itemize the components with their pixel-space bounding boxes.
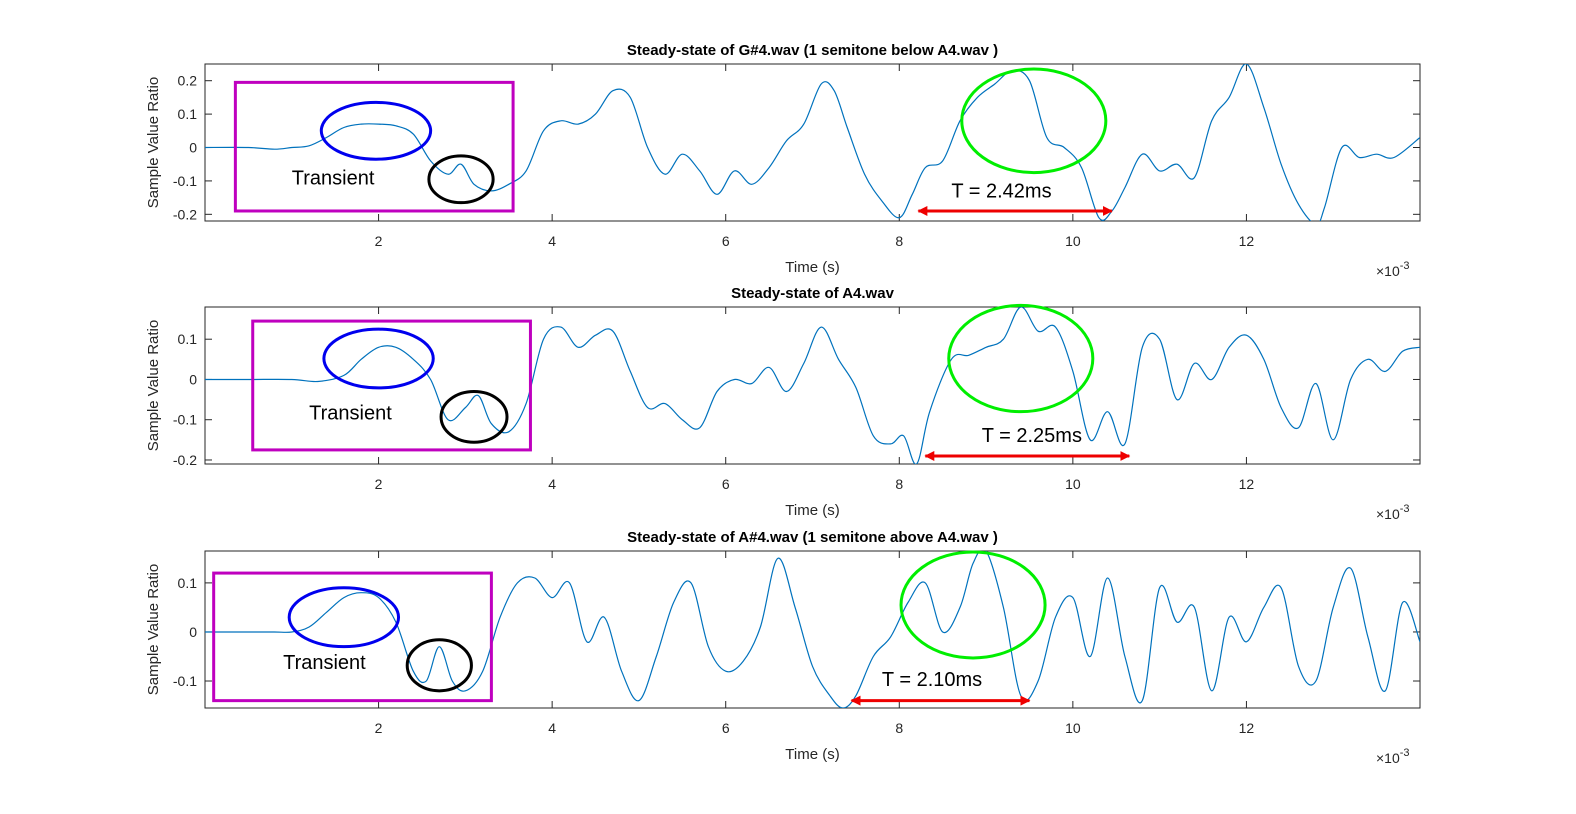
x-tick-label: 6 <box>722 720 730 736</box>
x-axis-label: Time (s) <box>785 746 839 763</box>
x-axis-label: Time (s) <box>785 502 839 519</box>
x-tick-label: 2 <box>375 476 383 492</box>
axes-box <box>204 550 1421 709</box>
peak-ellipse <box>947 303 1095 414</box>
plot-area <box>205 64 1420 221</box>
y-tick-label: 0 <box>189 371 197 387</box>
plot-area <box>205 307 1420 464</box>
y-tick-label: 0 <box>189 624 197 640</box>
x-tick-label: 10 <box>1065 233 1081 249</box>
x-axis-label: Time (s) <box>785 259 839 276</box>
chart-title: Steady-state of A#4.wav (1 semitone abov… <box>627 529 998 546</box>
plot-area <box>205 551 1420 708</box>
chart-title: Steady-state of A4.wav <box>731 285 894 302</box>
axes-box <box>204 63 1421 222</box>
x-tick-label: 12 <box>1239 233 1255 249</box>
transient-box <box>233 80 515 213</box>
x-tick-label: 2 <box>375 720 383 736</box>
x-exponent: ×10-3 <box>1376 503 1410 522</box>
x-tick-label: 4 <box>548 720 556 736</box>
onset-ellipse <box>319 100 433 161</box>
y-tick-label: 0 <box>189 140 197 156</box>
subplot-3: Steady-state of A#4.wav (1 semitone abov… <box>145 529 1421 766</box>
y-tick-label: 0.1 <box>178 575 198 591</box>
y-tick-label: -0.1 <box>173 173 197 189</box>
x-tick-label: 8 <box>895 720 903 736</box>
peak-ellipse <box>899 550 1047 660</box>
y-tick-label: 0.2 <box>178 73 198 89</box>
onset-ellipse <box>322 327 435 390</box>
x-exponent-base: ×10 <box>1376 506 1400 522</box>
x-tick-label: 8 <box>895 233 903 249</box>
x-tick-label: 10 <box>1065 720 1081 736</box>
dip-ellipse <box>405 638 473 693</box>
x-exponent-power: -3 <box>1400 747 1410 759</box>
y-tick-label: -0.1 <box>173 412 197 428</box>
x-exponent: ×10-3 <box>1376 260 1410 279</box>
x-tick-label: 8 <box>895 476 903 492</box>
x-exponent-power: -3 <box>1400 503 1410 515</box>
x-tick-label: 4 <box>548 233 556 249</box>
dip-ellipse <box>439 390 509 444</box>
period-label: T = 2.10ms <box>882 669 982 691</box>
x-exponent-base: ×10 <box>1376 750 1400 766</box>
chart-title: Steady-state of G#4.wav (1 semitone belo… <box>627 42 998 59</box>
y-tick-label: 0.1 <box>178 331 198 347</box>
transient-label: Transient <box>292 167 375 189</box>
peak-ellipse <box>960 67 1108 175</box>
series-line <box>205 307 1420 464</box>
transient-box <box>251 319 532 452</box>
period-label: T = 2.42ms <box>951 181 1051 203</box>
dip-ellipse <box>427 154 495 205</box>
x-tick-label: 6 <box>722 233 730 249</box>
y-axis-label: Sample Value Ratio <box>145 564 162 695</box>
transient-label: Transient <box>309 403 392 425</box>
y-axis-label: Sample Value Ratio <box>145 77 162 208</box>
x-tick-label: 12 <box>1239 720 1255 736</box>
series-line <box>205 64 1420 221</box>
x-tick-label: 2 <box>375 233 383 249</box>
y-tick-label: -0.2 <box>173 452 197 468</box>
x-exponent-power: -3 <box>1400 260 1410 272</box>
onset-ellipse <box>287 586 401 649</box>
x-tick-label: 10 <box>1065 476 1081 492</box>
y-tick-label: -0.1 <box>173 673 197 689</box>
period-label: T = 2.25ms <box>982 425 1082 447</box>
y-tick-label: -0.2 <box>173 206 197 222</box>
x-tick-label: 4 <box>548 476 556 492</box>
transient-box <box>212 571 493 703</box>
y-tick-label: 0.1 <box>178 106 198 122</box>
subplot-1: Steady-state of G#4.wav (1 semitone belo… <box>145 42 1421 279</box>
x-exponent-base: ×10 <box>1376 263 1400 279</box>
x-exponent: ×10-3 <box>1376 747 1410 766</box>
transient-label: Transient <box>283 652 366 674</box>
x-tick-label: 12 <box>1239 476 1255 492</box>
series-line <box>205 551 1420 708</box>
subplot-2: Steady-state of A4.wav 2 4 6 8 10 12 -0.2 -0.1 0 0… <box>145 285 1421 522</box>
x-tick-label: 6 <box>722 476 730 492</box>
y-axis-label: Sample Value Ratio <box>145 320 162 451</box>
